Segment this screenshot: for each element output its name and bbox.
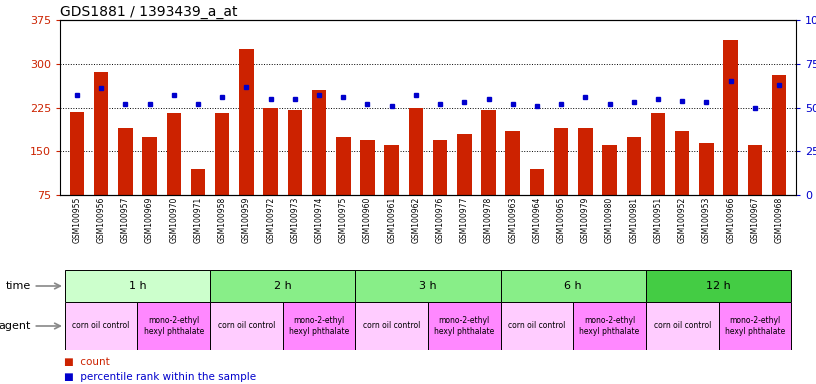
Bar: [191, 169, 206, 195]
Bar: [554, 128, 569, 195]
Bar: [772, 75, 787, 195]
Text: 1 h: 1 h: [129, 281, 146, 291]
Text: corn oil control: corn oil control: [654, 321, 711, 331]
Bar: [64, 270, 210, 302]
Bar: [602, 146, 617, 195]
Text: time: time: [6, 281, 31, 291]
Bar: [675, 131, 690, 195]
Bar: [384, 146, 399, 195]
Bar: [627, 137, 641, 195]
Bar: [264, 108, 278, 195]
Text: ■  count: ■ count: [64, 357, 110, 367]
Text: corn oil control: corn oil control: [73, 321, 130, 331]
Bar: [747, 146, 762, 195]
Text: mono-2-ethyl
hexyl phthalate: mono-2-ethyl hexyl phthalate: [579, 316, 640, 336]
Bar: [530, 169, 544, 195]
Text: GDS1881 / 1393439_a_at: GDS1881 / 1393439_a_at: [60, 5, 237, 19]
Bar: [282, 302, 356, 350]
Bar: [142, 137, 157, 195]
Bar: [409, 108, 424, 195]
Text: corn oil control: corn oil control: [363, 321, 420, 331]
Bar: [215, 113, 229, 195]
Bar: [137, 302, 210, 350]
Bar: [501, 302, 574, 350]
Bar: [239, 49, 254, 195]
Text: corn oil control: corn oil control: [508, 321, 565, 331]
Bar: [360, 139, 375, 195]
Bar: [457, 134, 472, 195]
Bar: [336, 137, 351, 195]
Bar: [719, 302, 792, 350]
Bar: [650, 113, 665, 195]
Text: mono-2-ethyl
hexyl phthalate: mono-2-ethyl hexyl phthalate: [434, 316, 494, 336]
Bar: [723, 40, 738, 195]
Bar: [505, 131, 520, 195]
Bar: [166, 113, 181, 195]
Bar: [287, 111, 302, 195]
Text: mono-2-ethyl
hexyl phthalate: mono-2-ethyl hexyl phthalate: [289, 316, 349, 336]
Bar: [699, 142, 714, 195]
Bar: [481, 111, 496, 195]
Bar: [210, 302, 282, 350]
Bar: [312, 90, 326, 195]
Bar: [501, 270, 646, 302]
Bar: [428, 302, 501, 350]
Text: 6 h: 6 h: [565, 281, 582, 291]
Text: 12 h: 12 h: [706, 281, 731, 291]
Bar: [118, 128, 133, 195]
Bar: [64, 302, 137, 350]
Text: corn oil control: corn oil control: [218, 321, 275, 331]
Bar: [210, 270, 356, 302]
Text: agent: agent: [0, 321, 31, 331]
Text: 3 h: 3 h: [419, 281, 437, 291]
Bar: [578, 128, 592, 195]
Bar: [574, 302, 646, 350]
Bar: [646, 302, 719, 350]
Text: mono-2-ethyl
hexyl phthalate: mono-2-ethyl hexyl phthalate: [144, 316, 204, 336]
Bar: [356, 302, 428, 350]
Bar: [432, 139, 447, 195]
Text: 2 h: 2 h: [274, 281, 291, 291]
Bar: [69, 112, 84, 195]
Text: mono-2-ethyl
hexyl phthalate: mono-2-ethyl hexyl phthalate: [725, 316, 785, 336]
Bar: [356, 270, 501, 302]
Bar: [94, 73, 109, 195]
Bar: [646, 270, 792, 302]
Text: ■  percentile rank within the sample: ■ percentile rank within the sample: [64, 372, 256, 382]
